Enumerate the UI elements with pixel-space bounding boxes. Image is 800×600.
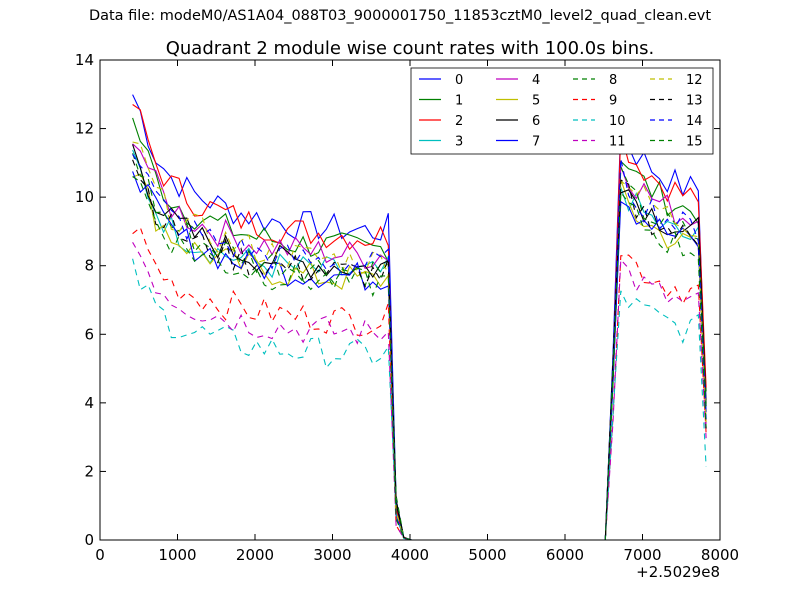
chart-title: Quadrant 2 module wise count rates with … [166, 38, 655, 59]
chart-suptitle: Data file: modeM0/AS1A04_088T03_90000017… [88, 8, 712, 24]
x-offset-label: +2.5029e8 [636, 563, 720, 581]
series-line-2 [132, 104, 707, 541]
legend-label: 5 [532, 94, 540, 109]
legend-label: 3 [455, 135, 463, 150]
y-tick-label: 14 [75, 51, 94, 69]
series-line-9 [132, 226, 707, 541]
series-line-11 [132, 242, 707, 541]
legend-label: 12 [686, 73, 703, 88]
x-tick-label: 6000 [546, 546, 584, 564]
series-line-13 [132, 159, 707, 541]
legend-box [410, 67, 714, 155]
x-tick-label: 1000 [158, 546, 196, 564]
legend-label: 11 [609, 135, 626, 150]
y-tick-label: 6 [84, 325, 94, 343]
legend-label: 10 [609, 114, 626, 129]
plot-lines [132, 94, 707, 541]
y-tick-label: 4 [84, 394, 94, 412]
x-tick-label: 0 [95, 546, 105, 564]
series-line-15 [132, 176, 707, 541]
legend-label: 6 [532, 114, 540, 129]
x-tick-label: 5000 [468, 546, 506, 564]
legend-label: 1 [455, 94, 463, 109]
legend-label: 13 [686, 94, 703, 109]
series-line-10 [132, 258, 707, 541]
x-tick-label: 3000 [313, 546, 351, 564]
legend-label: 15 [686, 135, 703, 150]
legend-label: 9 [609, 94, 617, 109]
legend-label: 2 [455, 114, 463, 129]
x-tick-label: 2000 [236, 546, 274, 564]
x-tick-label: 4000 [391, 546, 429, 564]
x-tick-label: 8000 [701, 546, 739, 564]
series-line-7 [132, 171, 707, 541]
legend-label: 8 [609, 73, 617, 88]
x-tick-label: 7000 [623, 546, 661, 564]
legend-label: 7 [532, 135, 540, 150]
y-tick-label: 2 [84, 462, 94, 480]
legend-label: 0 [455, 73, 463, 88]
legend-label: 14 [686, 114, 703, 129]
y-tick-label: 8 [84, 257, 94, 275]
y-tick-label: 12 [75, 120, 94, 138]
axes: 0 1000 2000 3000 4000 5000 6000 7000 80000246810… [75, 51, 739, 564]
y-tick-label: 10 [75, 188, 94, 206]
legend-label: 4 [532, 73, 540, 88]
y-tick-label: 0 [84, 531, 94, 549]
